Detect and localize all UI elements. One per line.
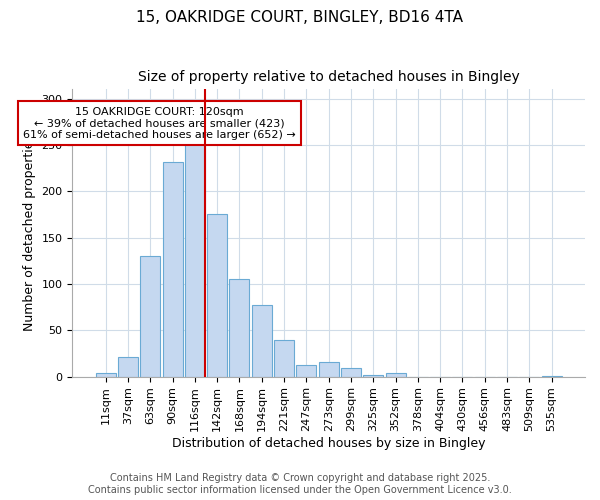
Bar [229,280,250,376]
Bar [252,305,272,376]
Bar [319,362,338,376]
Bar [163,162,182,376]
Bar [296,366,316,376]
X-axis label: Distribution of detached houses by size in Bingley: Distribution of detached houses by size … [172,437,485,450]
Bar [140,256,160,376]
Bar [386,373,406,376]
Bar [274,340,294,376]
Text: 15, OAKRIDGE COURT, BINGLEY, BD16 4TA: 15, OAKRIDGE COURT, BINGLEY, BD16 4TA [137,10,464,25]
Bar [95,373,116,376]
Text: 15 OAKRIDGE COURT: 120sqm
← 39% of detached houses are smaller (423)
61% of semi: 15 OAKRIDGE COURT: 120sqm ← 39% of detac… [23,106,296,140]
Bar [341,368,361,376]
Bar [118,357,138,376]
Y-axis label: Number of detached properties: Number of detached properties [23,134,36,332]
Bar [207,214,227,376]
Title: Size of property relative to detached houses in Bingley: Size of property relative to detached ho… [138,70,520,84]
Bar [185,143,205,376]
Bar [363,374,383,376]
Text: Contains HM Land Registry data © Crown copyright and database right 2025.
Contai: Contains HM Land Registry data © Crown c… [88,474,512,495]
